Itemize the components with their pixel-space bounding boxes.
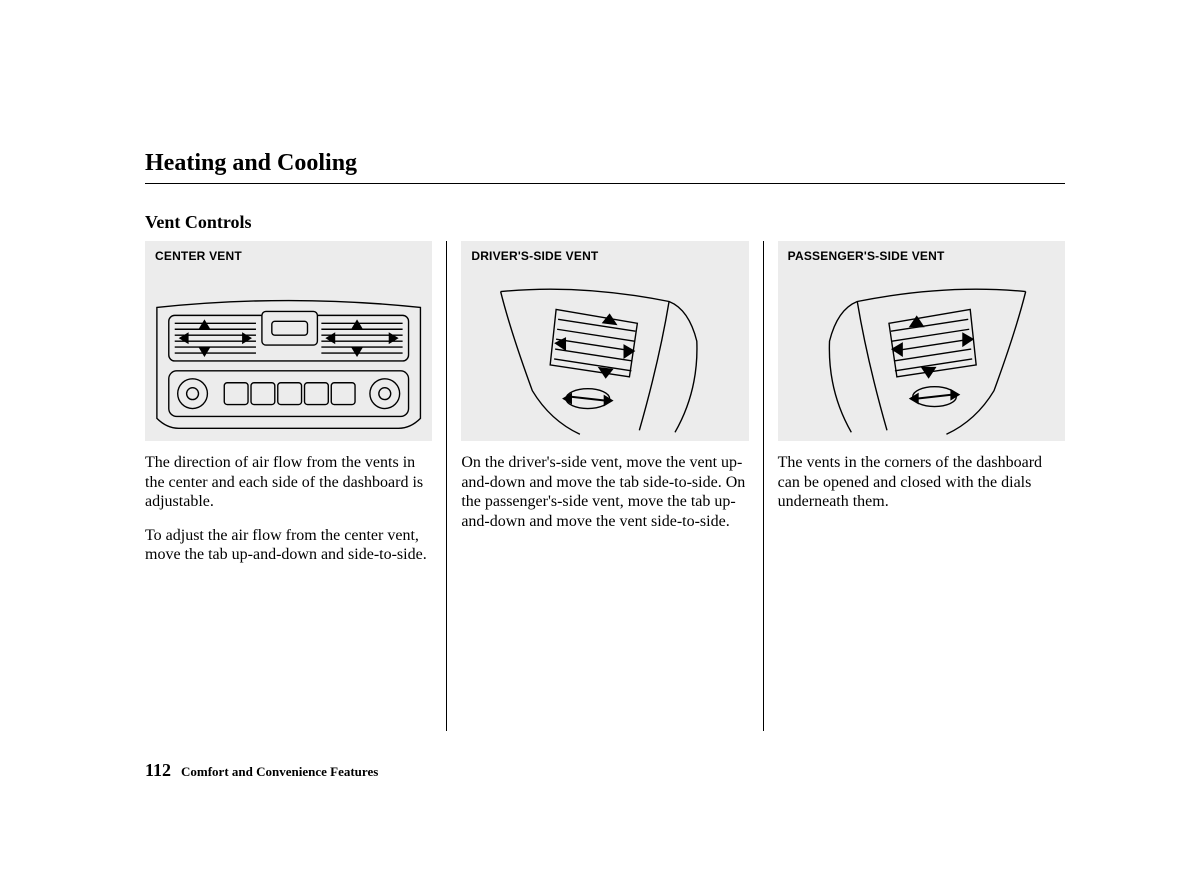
footer-section-text: Comfort and Convenience Features	[181, 764, 378, 780]
para-drivers-1: On the driver's-side vent, move the vent…	[461, 453, 748, 531]
figure-passengers-side: PASSENGER'S-SIDE VENT	[778, 241, 1065, 441]
figure-drivers-side: DRIVER'S-SIDE VENT	[461, 241, 748, 441]
para-center-1: The direction of air flow from the vents…	[145, 453, 432, 512]
page-footer: 112 Comfort and Convenience Features	[145, 760, 378, 781]
column-passengers-side: PASSENGER'S-SIDE VENT	[764, 241, 1065, 731]
center-vent-illustration	[145, 271, 432, 441]
figure-label-drivers: DRIVER'S-SIDE VENT	[471, 249, 738, 263]
page-number: 112	[145, 760, 171, 781]
figure-label-center: CENTER VENT	[155, 249, 422, 263]
passengers-vent-illustration	[778, 271, 1065, 441]
para-passengers-1: The vents in the corners of the dashboar…	[778, 453, 1065, 512]
para-center-2: To adjust the air flow from the center v…	[145, 526, 432, 565]
columns-container: CENTER VENT	[145, 241, 1065, 731]
figure-center-vent: CENTER VENT	[145, 241, 432, 441]
manual-page: Heating and Cooling Vent Controls CENTER…	[145, 150, 1065, 731]
section-title: Vent Controls	[145, 212, 1065, 233]
column-center-vent: CENTER VENT	[145, 241, 446, 731]
title-rule	[145, 183, 1065, 184]
figure-label-passengers: PASSENGER'S-SIDE VENT	[788, 249, 1055, 263]
page-title: Heating and Cooling	[145, 150, 1065, 177]
column-drivers-side: DRIVER'S-SIDE VENT	[447, 241, 762, 731]
drivers-vent-illustration	[461, 271, 748, 441]
